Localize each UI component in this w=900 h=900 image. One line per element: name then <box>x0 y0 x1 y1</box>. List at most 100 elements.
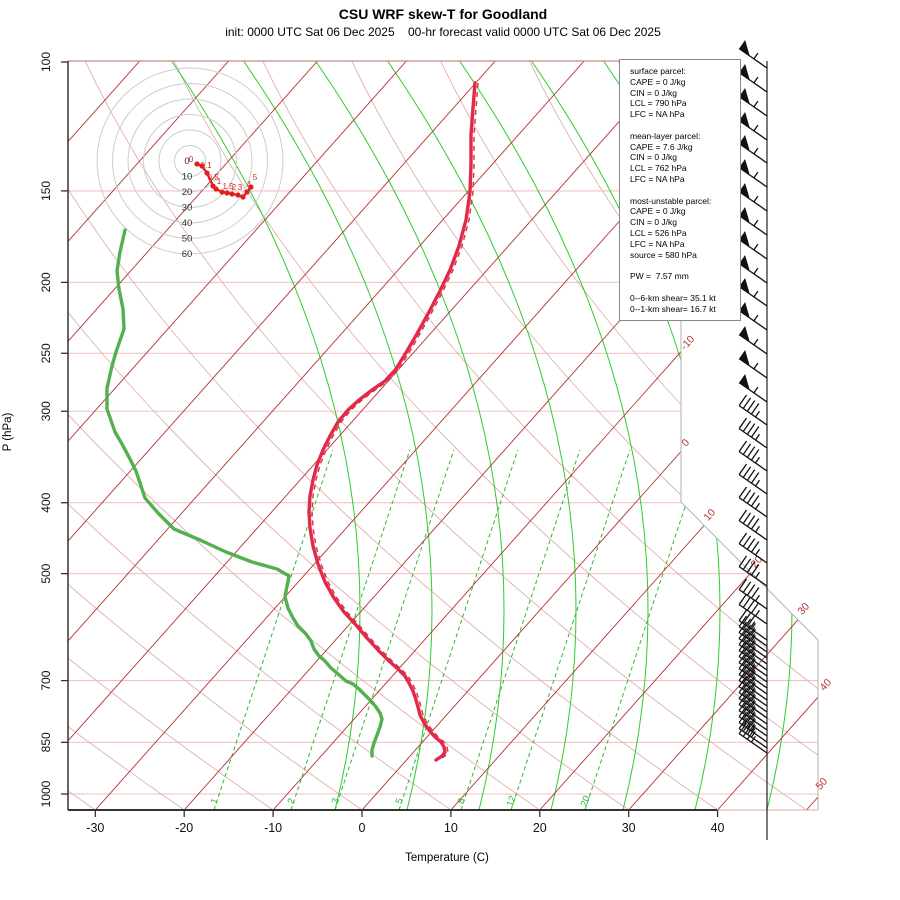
temperature-curve <box>307 81 477 762</box>
parcel-info-line: CAPE = 0 J/kg <box>630 76 686 87</box>
pressure-tick-label: 850 <box>39 732 53 752</box>
isotherm-label: 40 <box>817 677 834 694</box>
page-title: CSU WRF skew-T for Goodland <box>338 6 548 22</box>
pressure-tick-label: 250 <box>39 343 53 363</box>
hodograph-height-label: 1.5 <box>222 182 234 191</box>
isotherm-lines <box>68 61 818 810</box>
pressure-tick-labels: 100 150 200 250 300 400 500 700 850 1000 <box>39 52 68 807</box>
isotherm-label: 30 <box>795 601 812 618</box>
wind-barbs <box>738 40 768 840</box>
hodograph-point <box>204 170 210 176</box>
temp-tick-label: 0 <box>359 821 366 835</box>
skewt-background: 1 2 3 5 8 12 20 <box>68 61 818 810</box>
parcel-info-line: CAPE = 7.6 J/kg <box>630 141 693 152</box>
hodograph-point <box>224 190 230 196</box>
parcel-info-line: 0--6-km shear= 35.1 kt <box>630 292 716 303</box>
temp-tick-labels: -30 -20 -10 0 10 20 30 40 <box>86 810 725 835</box>
hodograph-ring-label: 50 <box>182 234 193 245</box>
dewpoint-curve <box>105 228 384 758</box>
hodograph-point <box>229 191 235 197</box>
hodograph-ring-label: 10 <box>182 172 193 183</box>
hodograph-ring <box>143 114 237 208</box>
parcel-info-line: LFC = NA hPa <box>630 173 685 184</box>
parcel-info-line: LCL = 790 hPa <box>630 98 687 109</box>
virtual-temperature-curve <box>311 82 479 761</box>
hodograph-ring-label: 40 <box>182 218 193 229</box>
parcel-info-line: CAPE = 0 J/kg <box>630 206 686 217</box>
hodograph-height-label: 0.1 <box>200 161 212 170</box>
hodograph-ring-label: 20 <box>182 187 193 198</box>
parcel-info-line: LFC = NA hPa <box>630 238 685 249</box>
temp-tick-label: 20 <box>533 821 547 835</box>
mixing-ratio-label: 5 <box>394 797 406 806</box>
hodograph-point <box>219 189 225 195</box>
temp-tick-label: -20 <box>175 821 193 835</box>
temp-tick-label: 40 <box>711 821 725 835</box>
mixing-ratio-label: 2 <box>286 797 298 806</box>
parcel-info-box: surface parcel: CAPE = 0 J/kg CIN = 0 J/kg… <box>619 59 741 321</box>
hodograph-point <box>213 186 219 192</box>
isobar-lines <box>68 190 818 795</box>
dry-adiabats <box>68 61 818 810</box>
mixing-ratio-label: 1 <box>209 797 221 806</box>
pressure-tick-label: 400 <box>39 492 53 512</box>
hodograph-height-label: 3 <box>238 183 243 192</box>
hodograph: 0 10 20 30 40 50 60 0 0.1 0.511.52 3 45 <box>96 67 284 260</box>
parcel-info-line: LCL = 526 hPa <box>630 227 687 238</box>
hodograph-point <box>194 161 200 167</box>
isotherm-label: 50 <box>813 776 830 793</box>
parcel-info-line: LFC = NA hPa <box>630 109 685 120</box>
hodograph-ring-label: 60 <box>182 249 193 260</box>
mixing-ratio-label: 12 <box>505 794 519 808</box>
pressure-tick-label: 700 <box>39 670 53 690</box>
hodograph-point <box>248 184 254 190</box>
hodograph-ring <box>127 98 253 224</box>
x-axis-title: Temperature (C) <box>405 852 489 864</box>
parcel-info-line: most-unstable parcel: <box>630 195 712 206</box>
parcel-info-line: CIN = 0 J/kg <box>630 87 678 98</box>
parcel-info-line: CIN = 0 J/kg <box>630 152 678 163</box>
pressure-tick-label: 1000 <box>39 780 53 807</box>
mixing-ratio-label: 3 <box>330 797 342 806</box>
parcel-info-line <box>630 120 740 131</box>
hodograph-point <box>244 189 250 195</box>
parcel-info-line: source = 580 hPa <box>630 249 697 260</box>
temp-tick-label: 10 <box>444 821 458 835</box>
hodograph-point <box>240 194 246 200</box>
temp-tick-label: 30 <box>622 821 636 835</box>
isotherm-label: 10 <box>701 507 718 524</box>
hodograph-ring <box>158 129 222 193</box>
parcel-info-line <box>630 282 740 293</box>
hodograph-height-label: 4 <box>247 180 252 189</box>
hodograph-height-label: 0.5 <box>207 173 219 182</box>
parcel-info-line: PW = 7.57 mm <box>630 271 689 282</box>
mixing-ratio-label: 8 <box>456 797 468 806</box>
hodograph-ring-label: 30 <box>182 203 193 214</box>
hodograph-ring <box>112 83 268 239</box>
temp-tick-label: -10 <box>264 821 282 835</box>
pressure-tick-label: 100 <box>39 52 53 72</box>
page-subtitle: init: 0000 UTC Sat 06 Dec 2025 00-hr for… <box>225 25 661 39</box>
hodograph-height-label: 2 <box>232 183 237 192</box>
hodograph-height-label: 0 <box>189 155 194 164</box>
hodograph-ring-label: 0 <box>184 156 189 167</box>
pressure-tick-label: 150 <box>39 181 53 201</box>
hodograph-point <box>235 192 241 198</box>
pressure-tick-label: 200 <box>39 272 53 292</box>
parcel-info-line: mean-layer parcel: <box>630 130 701 141</box>
mixing-ratio-label: 20 <box>579 794 593 808</box>
pressure-tick-label: 500 <box>39 563 53 583</box>
parcel-info-line <box>630 260 740 271</box>
parcel-info-line: CIN = 0 J/kg <box>630 217 678 228</box>
hodograph-height-label: 5 <box>253 173 258 182</box>
pressure-tick-label: 300 <box>39 401 53 421</box>
hodograph-height-label: 1 <box>217 177 222 186</box>
parcel-info-line <box>630 185 740 196</box>
hodograph-point <box>199 163 205 169</box>
mixing-ratio-lines <box>213 449 705 810</box>
plot-frame <box>67 60 819 811</box>
temp-tick-label: -30 <box>86 821 104 835</box>
